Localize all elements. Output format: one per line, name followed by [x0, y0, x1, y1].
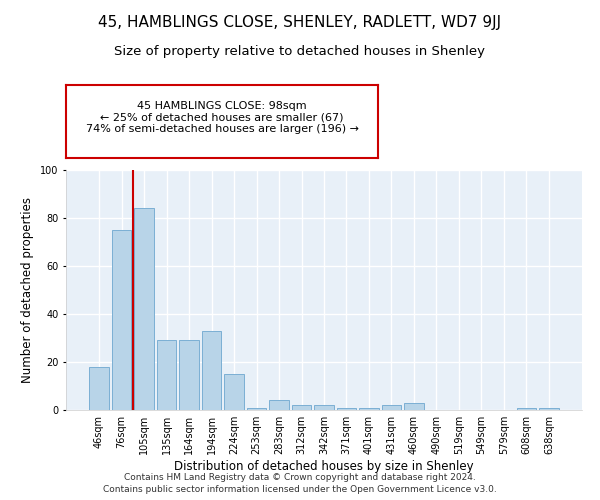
Bar	[269, 400, 289, 410]
Bar	[292, 405, 311, 410]
Bar	[179, 340, 199, 410]
Bar	[359, 408, 379, 410]
Bar	[337, 408, 356, 410]
Bar	[517, 408, 536, 410]
Bar	[89, 367, 109, 410]
Text: Contains public sector information licensed under the Open Government Licence v3: Contains public sector information licen…	[103, 485, 497, 494]
Text: Contains HM Land Registry data © Crown copyright and database right 2024.: Contains HM Land Registry data © Crown c…	[124, 474, 476, 482]
Bar	[134, 208, 154, 410]
Bar	[404, 403, 424, 410]
Bar	[539, 408, 559, 410]
Text: 45 HAMBLINGS CLOSE: 98sqm
← 25% of detached houses are smaller (67)
74% of semi-: 45 HAMBLINGS CLOSE: 98sqm ← 25% of detac…	[86, 101, 359, 134]
X-axis label: Distribution of detached houses by size in Shenley: Distribution of detached houses by size …	[174, 460, 474, 473]
Bar	[202, 331, 221, 410]
Text: Size of property relative to detached houses in Shenley: Size of property relative to detached ho…	[115, 45, 485, 58]
Bar	[247, 408, 266, 410]
Bar	[157, 340, 176, 410]
Text: 45, HAMBLINGS CLOSE, SHENLEY, RADLETT, WD7 9JJ: 45, HAMBLINGS CLOSE, SHENLEY, RADLETT, W…	[98, 15, 502, 30]
Bar	[224, 374, 244, 410]
Y-axis label: Number of detached properties: Number of detached properties	[22, 197, 34, 383]
Bar	[314, 405, 334, 410]
Bar	[112, 230, 131, 410]
Bar	[382, 405, 401, 410]
